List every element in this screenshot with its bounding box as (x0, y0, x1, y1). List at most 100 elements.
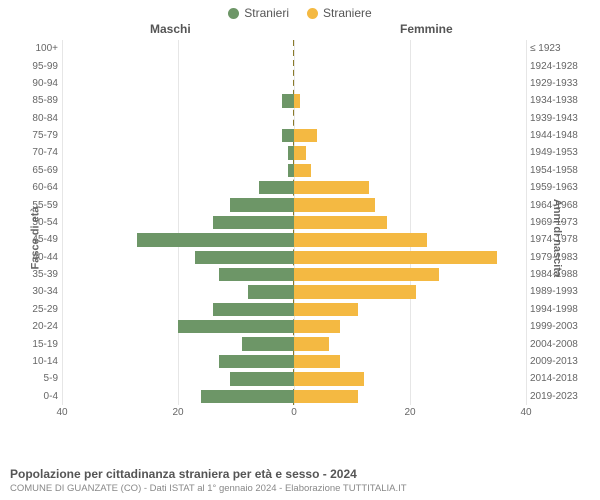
chart-footer: Popolazione per cittadinanza straniera p… (10, 467, 590, 494)
age-label: 70-74 (14, 147, 58, 158)
birth-label: 2004-2008 (530, 339, 590, 350)
bar-female (294, 181, 369, 194)
pyramid-row: 35-391984-1988 (62, 266, 526, 283)
bar-male (248, 285, 294, 298)
birth-label: 1974-1978 (530, 234, 590, 245)
age-label: 5-9 (14, 373, 58, 384)
pyramid-row: 30-341989-1993 (62, 283, 526, 300)
age-label: 45-49 (14, 234, 58, 245)
bar-zone (62, 162, 526, 179)
pyramid-row: 90-941929-1933 (62, 75, 526, 92)
bar-zone (62, 127, 526, 144)
bar-female (294, 251, 497, 264)
legend: Stranieri Straniere (0, 0, 600, 22)
bar-male (230, 372, 294, 385)
age-label: 80-84 (14, 113, 58, 124)
circle-icon (228, 8, 239, 19)
bar-zone (62, 283, 526, 300)
bar-female (294, 146, 306, 159)
bar-female (294, 372, 364, 385)
bar-female (294, 94, 300, 107)
pyramid-row: 15-192004-2008 (62, 335, 526, 352)
bar-female (294, 233, 427, 246)
age-label: 10-14 (14, 356, 58, 367)
pyramid-row: 75-791944-1948 (62, 127, 526, 144)
bar-male (137, 233, 294, 246)
bar-male (282, 129, 294, 142)
bar-male (201, 390, 294, 403)
age-label: 90-94 (14, 78, 58, 89)
age-label: 75-79 (14, 130, 58, 141)
birth-label: 1944-1948 (530, 130, 590, 141)
bar-zone (62, 214, 526, 231)
x-tick: 0 (291, 407, 297, 418)
x-tick: 20 (404, 407, 415, 418)
column-headers: Maschi Femmine (0, 22, 600, 38)
age-label: 35-39 (14, 269, 58, 280)
legend-male: Stranieri (228, 6, 289, 20)
chart-area: Fasce di età Anni di nascita 100+≤ 19239… (0, 40, 600, 435)
bar-female (294, 303, 358, 316)
birth-label: 1924-1928 (530, 61, 590, 72)
gridline (526, 40, 527, 405)
birth-label: 1989-1993 (530, 286, 590, 297)
pyramid-row: 65-691954-1958 (62, 162, 526, 179)
pyramid-row: 100+≤ 1923 (62, 40, 526, 57)
age-label: 85-89 (14, 95, 58, 106)
pyramid-row: 20-241999-2003 (62, 318, 526, 335)
pyramid-row: 5-92014-2018 (62, 370, 526, 387)
birth-label: 1929-1933 (530, 78, 590, 89)
birth-label: 2009-2013 (530, 356, 590, 367)
x-tick: 20 (172, 407, 183, 418)
age-label: 100+ (14, 43, 58, 54)
bar-zone (62, 249, 526, 266)
pyramid-row: 45-491974-1978 (62, 231, 526, 248)
bar-female (294, 320, 340, 333)
x-tick: 40 (56, 407, 67, 418)
bar-zone (62, 231, 526, 248)
birth-label: 1994-1998 (530, 304, 590, 315)
bar-male (230, 198, 294, 211)
pyramid-row: 50-541969-1973 (62, 214, 526, 231)
birth-label: 1984-1988 (530, 269, 590, 280)
bar-female (294, 285, 416, 298)
bar-zone (62, 75, 526, 92)
chart-title: Popolazione per cittadinanza straniera p… (10, 467, 590, 481)
pyramid-row: 70-741949-1953 (62, 144, 526, 161)
bar-female (294, 129, 317, 142)
age-label: 40-44 (14, 252, 58, 263)
legend-female-label: Straniere (323, 6, 372, 20)
header-male: Maschi (150, 22, 191, 36)
age-label: 55-59 (14, 200, 58, 211)
pyramid-row: 80-841939-1943 (62, 110, 526, 127)
bar-female (294, 216, 387, 229)
pyramid-row: 10-142009-2013 (62, 353, 526, 370)
birth-label: 1969-1973 (530, 217, 590, 228)
age-label: 0-4 (14, 391, 58, 402)
pyramid-row: 95-991924-1928 (62, 57, 526, 74)
birth-label: 1979-1983 (530, 252, 590, 263)
legend-male-label: Stranieri (244, 6, 289, 20)
pyramid-rows: 100+≤ 192395-991924-192890-941929-193385… (62, 40, 526, 405)
x-axis: 402002040 (62, 407, 526, 423)
age-label: 50-54 (14, 217, 58, 228)
bar-zone (62, 388, 526, 405)
bar-zone (62, 144, 526, 161)
age-label: 25-29 (14, 304, 58, 315)
bar-female (294, 390, 358, 403)
bar-zone (62, 335, 526, 352)
bar-zone (62, 40, 526, 57)
birth-label: 1934-1938 (530, 95, 590, 106)
birth-label: 1939-1943 (530, 113, 590, 124)
bar-zone (62, 370, 526, 387)
age-label: 65-69 (14, 165, 58, 176)
bar-female (294, 198, 375, 211)
bar-zone (62, 92, 526, 109)
chart-subtitle: COMUNE DI GUANZATE (CO) - Dati ISTAT al … (10, 483, 590, 494)
bar-zone (62, 301, 526, 318)
birth-label: 1964-1968 (530, 200, 590, 211)
bar-zone (62, 57, 526, 74)
age-label: 15-19 (14, 339, 58, 350)
bar-zone (62, 353, 526, 370)
bar-male (219, 355, 294, 368)
